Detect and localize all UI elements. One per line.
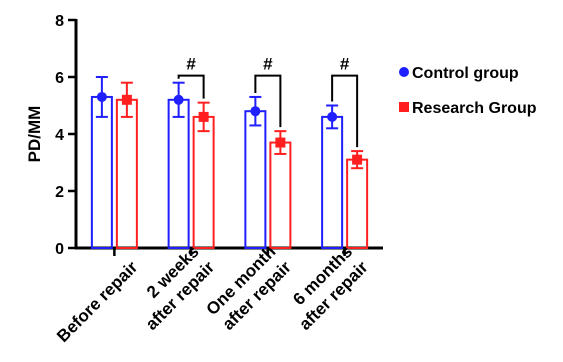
legend-label: Research Group	[412, 100, 537, 117]
x-category-label: Before repair	[53, 257, 142, 346]
bar	[167, 98, 190, 249]
y-axis-title: PD/MM	[25, 106, 44, 163]
y-tick-label: 4	[55, 127, 64, 144]
significance-bracket	[177, 74, 205, 99]
point-marker	[96, 91, 107, 102]
x-tick-label: Before repair	[53, 257, 142, 346]
legend-label: Control group	[412, 65, 519, 82]
point-marker	[352, 154, 363, 165]
point-marker	[173, 94, 184, 105]
bar	[244, 110, 267, 249]
point-marker	[327, 111, 338, 122]
bar	[115, 98, 138, 249]
legend-marker	[399, 67, 409, 77]
significance-label: #	[263, 55, 273, 74]
bar	[192, 115, 215, 250]
legend-marker	[399, 102, 409, 112]
bars-layer	[90, 76, 369, 250]
significance-bracket	[254, 74, 282, 128]
significance-bracket	[331, 74, 359, 148]
significance-layer: # # #	[177, 55, 359, 148]
y-axis: 0 2 4 6 8	[55, 13, 78, 258]
point-marker	[198, 111, 209, 122]
bar	[269, 141, 292, 249]
bar	[346, 158, 369, 249]
y-tick-label: 8	[55, 13, 64, 30]
significance-label: #	[186, 55, 196, 74]
significance-label: #	[340, 55, 350, 74]
point-marker	[121, 94, 132, 105]
y-tick-label: 6	[55, 70, 64, 87]
point-marker	[275, 137, 286, 148]
bar	[321, 115, 344, 250]
bar	[90, 95, 113, 249]
y-tick-label: 0	[55, 241, 64, 258]
legend: Control group Research Group	[399, 65, 537, 117]
point-marker	[250, 106, 261, 117]
y-tick-label: 2	[55, 184, 64, 201]
